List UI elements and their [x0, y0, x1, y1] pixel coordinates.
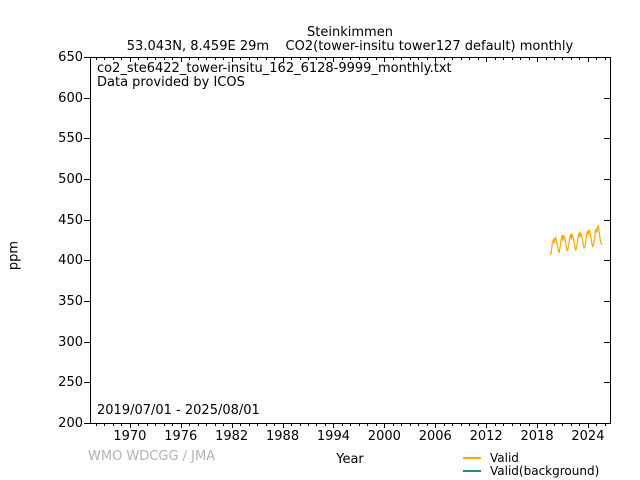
x-tick-label: 1970: [113, 429, 147, 444]
annotation-provider: Data provided by ICOS: [97, 75, 245, 90]
valid-background-line-swatch: [463, 469, 481, 472]
data-series-valid: [549, 225, 603, 256]
legend: Valid Valid(background): [463, 451, 599, 477]
y-tick-label: 550: [58, 131, 83, 147]
y-tick-label: 650: [58, 50, 83, 65]
x-tick-label: 2024: [571, 429, 605, 444]
plot-frame: [90, 57, 611, 424]
legend-item-valid-background: Valid(background): [463, 464, 599, 477]
x-tick-label: 2018: [520, 429, 554, 444]
footer-credit: WMO WDCGG / JMA: [88, 449, 216, 464]
annotation-date-range: 2019/07/01 - 2025/08/01: [97, 403, 260, 418]
chart-subtitle: 53.043N, 8.459E 29m CO2(tower-insitu tow…: [126, 39, 574, 54]
y-tick-label: 600: [58, 90, 83, 106]
annotation-filename: co2_ste6422_tower-insitu_162_6128-9999_m…: [97, 61, 452, 76]
y-tick-label: 350: [58, 294, 83, 309]
y-tick-label: 500: [58, 172, 83, 187]
x-tick-label: 1994: [316, 429, 350, 444]
legend-item-valid: Valid: [463, 451, 599, 464]
y-tick-label: 300: [58, 334, 83, 350]
x-tick-label: 1988: [266, 429, 300, 444]
valid-line-swatch: [463, 456, 481, 459]
legend-label-valid: Valid: [490, 450, 519, 465]
y-tick-label: 200: [58, 416, 83, 431]
y-tick-label: 400: [58, 253, 83, 269]
y-tick-label: 250: [58, 375, 83, 391]
x-tick-label: 2000: [367, 429, 401, 444]
x-tick-label: 1976: [164, 429, 198, 444]
x-axis-title: Year: [336, 452, 364, 467]
chart-title: Steinkimmen: [307, 25, 393, 40]
x-tick-label: 2006: [418, 429, 452, 444]
y-tick-label: 450: [58, 212, 83, 228]
y-axis-title: ppm: [6, 240, 22, 271]
legend-label-valid-background: Valid(background): [490, 463, 600, 478]
axis-ticks: [84, 57, 610, 428]
x-tick-label: 1982: [215, 429, 249, 444]
x-tick-label: 2012: [469, 429, 503, 444]
